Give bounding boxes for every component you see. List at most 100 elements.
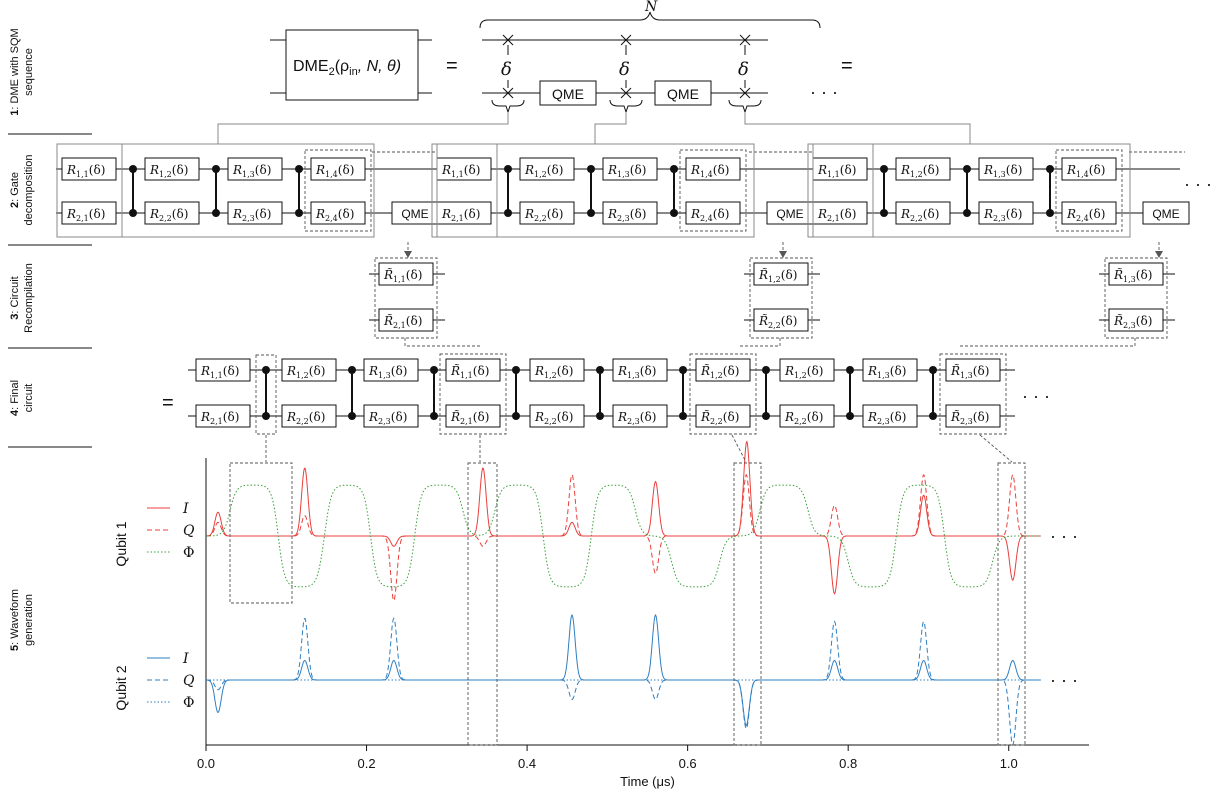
- row-label-1: 1: DME with SQM sequence: [9, 28, 35, 115]
- svg-text:R̃2,1(δ): R̃2,1(δ): [450, 409, 489, 426]
- legend-label: Φ: [183, 545, 194, 561]
- gate-R22: R2,2(δ): [895, 201, 951, 225]
- ellipsis: · · ·: [1050, 670, 1078, 690]
- gate-R23: R2,3(δ): [862, 404, 918, 428]
- svg-text:R̃1,3(δ): R̃1,3(δ): [950, 363, 989, 380]
- svg-text:R1,3(δ): R1,3(δ): [983, 163, 1022, 179]
- highlight-box: [467, 462, 498, 746]
- gate-Rt21: R̃2,1(δ): [445, 404, 501, 428]
- qme-box: QME: [654, 80, 712, 106]
- series-line: [206, 440, 1041, 595]
- qme-gate: QME: [391, 201, 439, 225]
- svg-text:R1,1(δ): R1,1(δ): [200, 364, 239, 380]
- svg-text:R2,3(δ): R2,3(δ): [867, 410, 906, 426]
- cz-gate: [587, 165, 595, 217]
- svg-text:QME: QME: [1152, 207, 1179, 221]
- gate-Rt11: R̃1,1(δ): [378, 262, 434, 286]
- n-label: N: [644, 0, 658, 15]
- gate-Rt22: R̃2,2(δ): [695, 404, 751, 428]
- row3-circuit-recompilation: R̃1,1(δ) R̃2,1(δ) R̃1,2(δ) R̃2,2(δ) R̃1,3(δ)…: [369, 257, 1175, 347]
- gate-R21: R2,1(δ): [812, 201, 868, 225]
- x-tick-label: 0.8: [839, 756, 857, 771]
- delta-label: δ: [619, 59, 630, 80]
- cz-gate: [1046, 165, 1054, 217]
- svg-text:R̃2,3(δ): R̃2,3(δ): [950, 409, 989, 426]
- gate-R23: R2,3(δ): [612, 404, 668, 428]
- gate-Rt21: R̃2,1(δ): [378, 308, 434, 332]
- svg-text:R2,4(δ): R2,4(δ): [690, 207, 729, 223]
- x-tick-label: 0.0: [197, 756, 215, 771]
- cz-gate: [963, 165, 971, 217]
- svg-text:R2,2(δ): R2,2(δ): [149, 207, 188, 223]
- gate-R12: R1,2(δ): [895, 157, 951, 181]
- cz-gate: [762, 366, 770, 420]
- svg-text:R1,3(δ): R1,3(δ): [232, 163, 271, 179]
- gate-Rt12: R̃1,2(δ): [695, 358, 751, 382]
- svg-text:R2,4(δ): R2,4(δ): [1066, 207, 1105, 223]
- series-line: [206, 613, 1041, 727]
- gate-R23: R2,3(δ): [363, 404, 419, 428]
- delta-label: δ: [501, 59, 512, 80]
- gate-R13: R1,3(δ): [602, 157, 658, 181]
- panel-label: Qubit 2: [113, 665, 129, 710]
- gate-Rt13: R̃1,3(δ): [945, 358, 1001, 382]
- cz-gate: [846, 366, 854, 420]
- svg-text:R1,2(δ): R1,2(δ): [149, 163, 188, 179]
- gate-R11: R1,1(δ): [812, 157, 868, 181]
- x-tick-label: 0.6: [679, 756, 697, 771]
- svg-text:R2,2(δ): R2,2(δ): [286, 410, 325, 426]
- highlight-box: [733, 462, 762, 746]
- svg-text:R2,3(δ): R2,3(δ): [983, 207, 1022, 223]
- legend-label: I: [182, 651, 189, 667]
- gate-R22: R2,2(δ): [779, 404, 835, 428]
- cz-gate: [670, 165, 678, 217]
- svg-text:R2,3(δ): R2,3(δ): [232, 207, 271, 223]
- cz-gate: [295, 165, 303, 217]
- svg-text:R1,2(δ): R1,2(δ): [524, 163, 563, 179]
- ellipsis: · · ·: [1184, 174, 1212, 194]
- ellipsis: · · ·: [810, 82, 838, 102]
- gate-R12: R1,2(δ): [144, 157, 200, 181]
- gate-R21: R2,1(δ): [436, 201, 492, 225]
- cz-gate: [430, 366, 438, 420]
- gate-R24: R2,4(δ): [310, 201, 366, 225]
- svg-text:R1,1(δ): R1,1(δ): [817, 163, 856, 179]
- svg-text:R̃1,1(δ): R̃1,1(δ): [450, 363, 489, 380]
- gate-R24: R2,4(δ): [685, 201, 741, 225]
- gate-R21: R2,1(δ): [61, 201, 117, 225]
- gate-R23: R2,3(δ): [227, 201, 283, 225]
- svg-text:R2,1(δ): R2,1(δ): [66, 207, 105, 223]
- gate-R12: R1,2(δ): [519, 157, 575, 181]
- svg-text:R2,2(δ): R2,2(δ): [784, 410, 823, 426]
- row1-dme-sequence: DME2(ρin, N, θ) = = N δ δ δ QME QME · · ·: [270, 0, 853, 114]
- cz-gate: [129, 165, 137, 217]
- svg-text:R2,4(δ): R2,4(δ): [315, 207, 354, 223]
- x-axis-label: Time (μs): [620, 774, 675, 789]
- gate-R23: R2,3(δ): [602, 201, 658, 225]
- row4-final-circuit: = R1,1(δ) R2,1(δ) R1,2(δ) R2,2(δ) R1,3(δ) R2,3…: [162, 353, 1050, 435]
- row-labels: 1: DME with SQM sequence 2: Gate decomposit…: [9, 28, 35, 651]
- svg-text:R2,3(δ): R2,3(δ): [368, 410, 407, 426]
- row-separators: [8, 133, 92, 448]
- panel-label: Qubit 1: [113, 521, 129, 566]
- cz-gate: [262, 366, 270, 420]
- svg-text:QME: QME: [401, 207, 428, 221]
- svg-text:R1,2(δ): R1,2(δ): [900, 163, 939, 179]
- gate-R22: R2,2(δ): [144, 201, 200, 225]
- row-label-4: 4: Final circuit: [9, 380, 35, 416]
- svg-text:R1,4(δ): R1,4(δ): [1066, 163, 1105, 179]
- cz-gate: [348, 366, 356, 420]
- svg-text:R2,3(δ): R2,3(δ): [607, 207, 646, 223]
- svg-text:QME: QME: [776, 207, 803, 221]
- gate-Rt22: R̃2,2(δ): [753, 308, 809, 332]
- gate-Rt23: R̃2,3(δ): [945, 404, 1001, 428]
- svg-text:R2,1(δ): R2,1(δ): [441, 207, 480, 223]
- legend-label: Q: [183, 523, 195, 539]
- x-tick-label: 0.2: [358, 756, 376, 771]
- swap-gate: δ: [491, 34, 525, 114]
- svg-text:R1,3(δ): R1,3(δ): [617, 364, 656, 380]
- row-label-3: 3: Circuit Recompilation: [9, 263, 35, 333]
- gate-R11: R1,1(δ): [61, 157, 117, 181]
- row1-row2-connectors: [217, 112, 971, 144]
